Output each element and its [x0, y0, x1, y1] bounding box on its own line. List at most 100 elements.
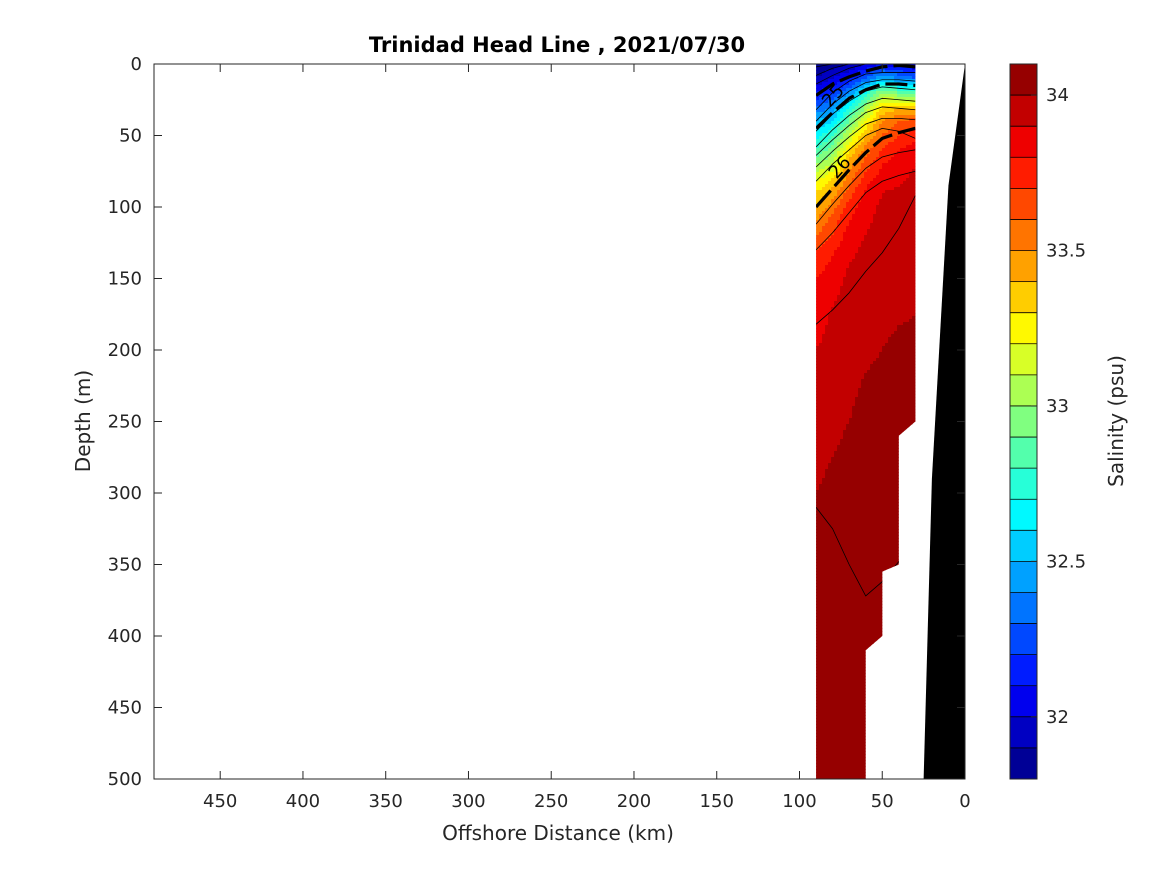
salinity-cell: [894, 322, 898, 326]
salinity-cell: [900, 349, 904, 353]
salinity-cell: [891, 472, 895, 476]
salinity-cell: [879, 358, 883, 362]
salinity-cell: [840, 289, 844, 293]
salinity-cell: [816, 193, 820, 197]
salinity-cell: [852, 343, 856, 347]
salinity-cell: [906, 193, 910, 197]
salinity-cell: [891, 211, 895, 215]
salinity-cell: [837, 199, 841, 203]
salinity-cell: [822, 262, 826, 266]
salinity-cell: [858, 235, 862, 239]
salinity-cell: [906, 316, 910, 320]
salinity-cell: [888, 466, 892, 470]
salinity-cell: [843, 436, 847, 440]
salinity-cell: [840, 343, 844, 347]
salinity-cell: [888, 451, 892, 455]
salinity-cell: [864, 94, 868, 98]
salinity-cell: [891, 361, 895, 365]
salinity-cell: [822, 229, 826, 233]
salinity-cell: [822, 325, 826, 329]
salinity-cell: [825, 184, 829, 188]
salinity-cell: [879, 256, 883, 260]
salinity-cell: [867, 220, 871, 224]
salinity-cell: [882, 100, 886, 104]
salinity-cell: [855, 346, 859, 350]
salinity-cell: [885, 283, 889, 287]
salinity-cell: [825, 256, 829, 260]
salinity-cell: [915, 142, 916, 146]
salinity-cell: [909, 178, 913, 182]
salinity-cell: [888, 262, 892, 266]
salinity-cell: [885, 385, 889, 389]
salinity-cell: [867, 310, 871, 314]
salinity-cell: [864, 472, 868, 476]
salinity-cell: [825, 472, 829, 476]
salinity-cell: [816, 277, 820, 281]
salinity-cell: [816, 460, 820, 464]
salinity-cell: [915, 100, 916, 104]
salinity-cell: [903, 328, 907, 332]
salinity-cell: [879, 322, 883, 326]
salinity-cell: [873, 367, 877, 371]
salinity-cell: [876, 361, 880, 365]
salinity-cell: [861, 76, 865, 80]
salinity-cell: [876, 157, 880, 161]
salinity-cell: [885, 346, 889, 350]
salinity-cell: [852, 121, 856, 125]
salinity-cell: [837, 244, 841, 248]
salinity-cell: [903, 211, 907, 215]
salinity-cell: [840, 460, 844, 464]
salinity-cell: [816, 175, 820, 179]
salinity-cell: [882, 187, 886, 191]
salinity-cell: [837, 115, 841, 119]
salinity-cell: [903, 91, 907, 95]
salinity-cell: [879, 451, 883, 455]
salinity-cell: [867, 334, 871, 338]
salinity-cell: [888, 130, 892, 134]
salinity-cell: [852, 115, 856, 119]
salinity-cell: [846, 274, 850, 278]
salinity-cell: [828, 286, 832, 290]
salinity-cell: [819, 112, 823, 116]
salinity-cell: [867, 166, 871, 170]
salinity-cell: [882, 271, 886, 275]
salinity-cell: [852, 244, 856, 248]
salinity-cell: [852, 466, 856, 470]
salinity-cell: [852, 379, 856, 383]
salinity-cell: [873, 310, 877, 314]
salinity-cell: [873, 295, 877, 299]
salinity-cell: [831, 115, 835, 119]
salinity-cell: [888, 373, 892, 377]
salinity-cell: [915, 322, 916, 326]
salinity-cell: [825, 415, 829, 419]
salinity-cell: [855, 481, 859, 485]
salinity-cell: [843, 241, 847, 245]
salinity-cell: [831, 475, 835, 479]
salinity-cell: [816, 85, 820, 89]
salinity-cell: [909, 346, 913, 350]
salinity-cell: [876, 331, 880, 335]
salinity-cell: [873, 301, 877, 305]
salinity-cell: [834, 358, 838, 362]
salinity-cell: [882, 490, 886, 494]
salinity-cell: [885, 145, 889, 149]
salinity-cell: [825, 481, 829, 485]
salinity-cell: [909, 403, 913, 407]
salinity-cell: [897, 343, 901, 347]
salinity-cell: [864, 109, 868, 113]
salinity-cell: [906, 142, 910, 146]
salinity-cell: [840, 205, 844, 209]
salinity-cell: [870, 163, 874, 167]
salinity-cell: [861, 160, 865, 164]
salinity-cell: [915, 289, 916, 293]
salinity-cell: [900, 112, 904, 116]
salinity-cell: [888, 103, 892, 107]
salinity-cell: [915, 154, 916, 158]
salinity-cell: [834, 310, 838, 314]
salinity-cell: [879, 214, 883, 218]
salinity-cell: [903, 406, 907, 410]
salinity-cell: [876, 469, 880, 473]
salinity-cell: [834, 373, 838, 377]
salinity-cell: [882, 412, 886, 416]
salinity-cell: [900, 205, 904, 209]
